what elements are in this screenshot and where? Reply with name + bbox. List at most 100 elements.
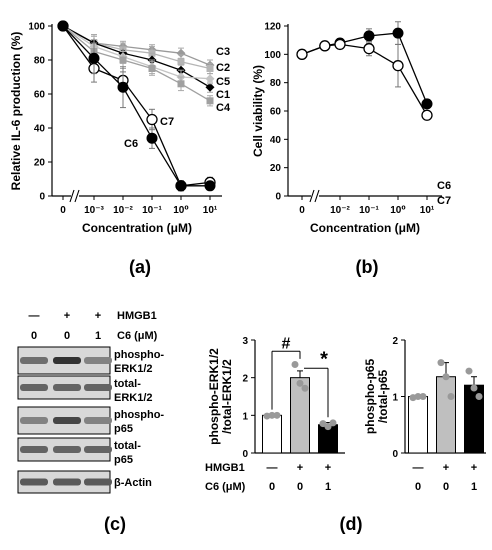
blot-band: [84, 417, 112, 424]
data-point: [146, 132, 158, 144]
data-point: [88, 52, 100, 64]
replicate-point: [419, 393, 427, 400]
y-tick-label: 3: [242, 336, 248, 347]
y-tick-label: 1: [242, 411, 248, 422]
blot-band: [20, 478, 48, 486]
x-tick-label: 0: [299, 205, 305, 216]
y-axis-label: phospho-p65: [363, 359, 377, 435]
series-label-c3: C3: [216, 46, 230, 58]
blot-band: [53, 478, 81, 486]
panel-label-a: (a): [129, 257, 151, 277]
y-tick-label: 80: [34, 56, 46, 67]
x-tick-label: 10⁻³: [84, 205, 104, 216]
series-line-segment: [151, 119, 182, 187]
series-line-segment: [122, 49, 153, 54]
y-tick-label: 100: [264, 50, 281, 61]
series-line-segment: [93, 57, 124, 88]
panel-d-conditions: HMGB1 C6 (μM) — 0 +0 +1 — 0 +0 +1: [205, 462, 477, 493]
panel-label-d: (d): [340, 514, 363, 534]
replicate-point: [273, 411, 281, 419]
blot-band: [20, 446, 48, 453]
series-line-segment: [122, 86, 153, 139]
blot-c6-dose: 0: [64, 330, 70, 342]
data-point: [175, 180, 187, 192]
cond-c6-label: C6 (μM): [205, 481, 246, 493]
data-point: [57, 20, 69, 32]
y-tick-label: 100: [28, 22, 45, 33]
series-line-segment: [122, 52, 153, 61]
data-point: [334, 38, 346, 51]
series-c7: [57, 20, 216, 192]
series-line-segment: [122, 59, 153, 70]
y-axis-label: /total-p65: [376, 370, 390, 424]
replicate-point: [442, 373, 450, 381]
series-line-segment: [62, 25, 95, 47]
series-line-segment: [397, 32, 428, 105]
data-point: [146, 113, 158, 126]
y-axis-label: Relative IL-6 production (%): [9, 32, 23, 191]
axis-break-mark: [309, 189, 315, 203]
series-label-c2: C2: [216, 62, 230, 74]
series-line-segment: [180, 52, 211, 66]
data-point: [148, 65, 156, 72]
x-tick-label: 10¹: [203, 205, 218, 216]
y-tick-label: 1: [392, 393, 398, 404]
replicate-point: [296, 379, 304, 387]
cond-c6-dose: 1: [471, 481, 477, 493]
replicate-point: [437, 359, 445, 367]
x-tick-label: 10⁻²: [113, 205, 133, 216]
series-line-segment: [151, 66, 182, 78]
series-c6: [57, 20, 216, 192]
blot-hmgb1-label: HMGB1: [117, 310, 157, 322]
cond-c6-dose: 0: [297, 481, 303, 493]
blot-band-label: phospho-: [114, 409, 164, 421]
y-tick-label: 2: [242, 374, 248, 385]
replicate-point: [414, 393, 422, 400]
series-line-segment: [122, 45, 153, 51]
blot-band-label: ERK1/2: [114, 392, 153, 404]
y-tick-label: 0: [242, 449, 248, 460]
series-line-segment: [180, 61, 211, 70]
series-line-segment: [62, 25, 95, 53]
axis-break-mark: [74, 189, 80, 203]
y-tick-label: 60: [34, 90, 46, 101]
series-label-c4: C4: [216, 102, 231, 114]
blot-band-label: ERK1/2: [114, 363, 153, 375]
cond-hmgb1-mark: +: [297, 462, 303, 474]
series-line-segment: [151, 67, 182, 85]
data-point: [205, 82, 215, 92]
y-tick-label: 80: [270, 78, 282, 89]
series-line-segment: [180, 69, 211, 88]
blot-hmgb1-mark: +: [95, 310, 101, 322]
replicate-point: [301, 384, 309, 392]
data-point: [119, 56, 127, 64]
y-axis-label: Cell viability (%): [251, 65, 265, 157]
replicate-point: [447, 393, 455, 400]
data-point: [392, 60, 404, 72]
replicate-point: [268, 411, 276, 419]
series-line-segment: [62, 25, 95, 69]
panel-b-chart: 0 20 40 60 80 100 120 0 10⁻² 10⁻¹ 10⁰ 10¹Concentrat…: [251, 21, 451, 235]
y-tick-label: 0: [392, 449, 398, 460]
x-axis-label: Concentration (μM): [310, 221, 420, 235]
x-tick-label: 10⁰: [173, 205, 189, 216]
series-line-segment: [397, 65, 428, 116]
series-label-c7: C7: [437, 195, 451, 207]
blot-band: [53, 357, 81, 364]
replicate-point: [470, 384, 478, 392]
blot-band: [53, 446, 81, 453]
cond-hmgb1-label: HMGB1: [205, 462, 245, 474]
blot-c6-dose: 1: [95, 330, 101, 342]
cond-hmgb1-mark: —: [267, 462, 278, 474]
blot-band-label: total-: [114, 440, 141, 452]
series-c4: [59, 22, 214, 107]
x-tick-label: 10⁰: [390, 205, 406, 216]
series-line-segment: [151, 137, 182, 187]
data-point: [319, 40, 331, 52]
data-point: [296, 48, 308, 60]
series-line-segment: [93, 42, 124, 54]
y-axis-label: /total-ERK1/2: [220, 359, 234, 434]
series-line-segment: [180, 76, 211, 80]
series-label-c1: C1: [216, 89, 230, 101]
blot-band: [20, 357, 48, 364]
